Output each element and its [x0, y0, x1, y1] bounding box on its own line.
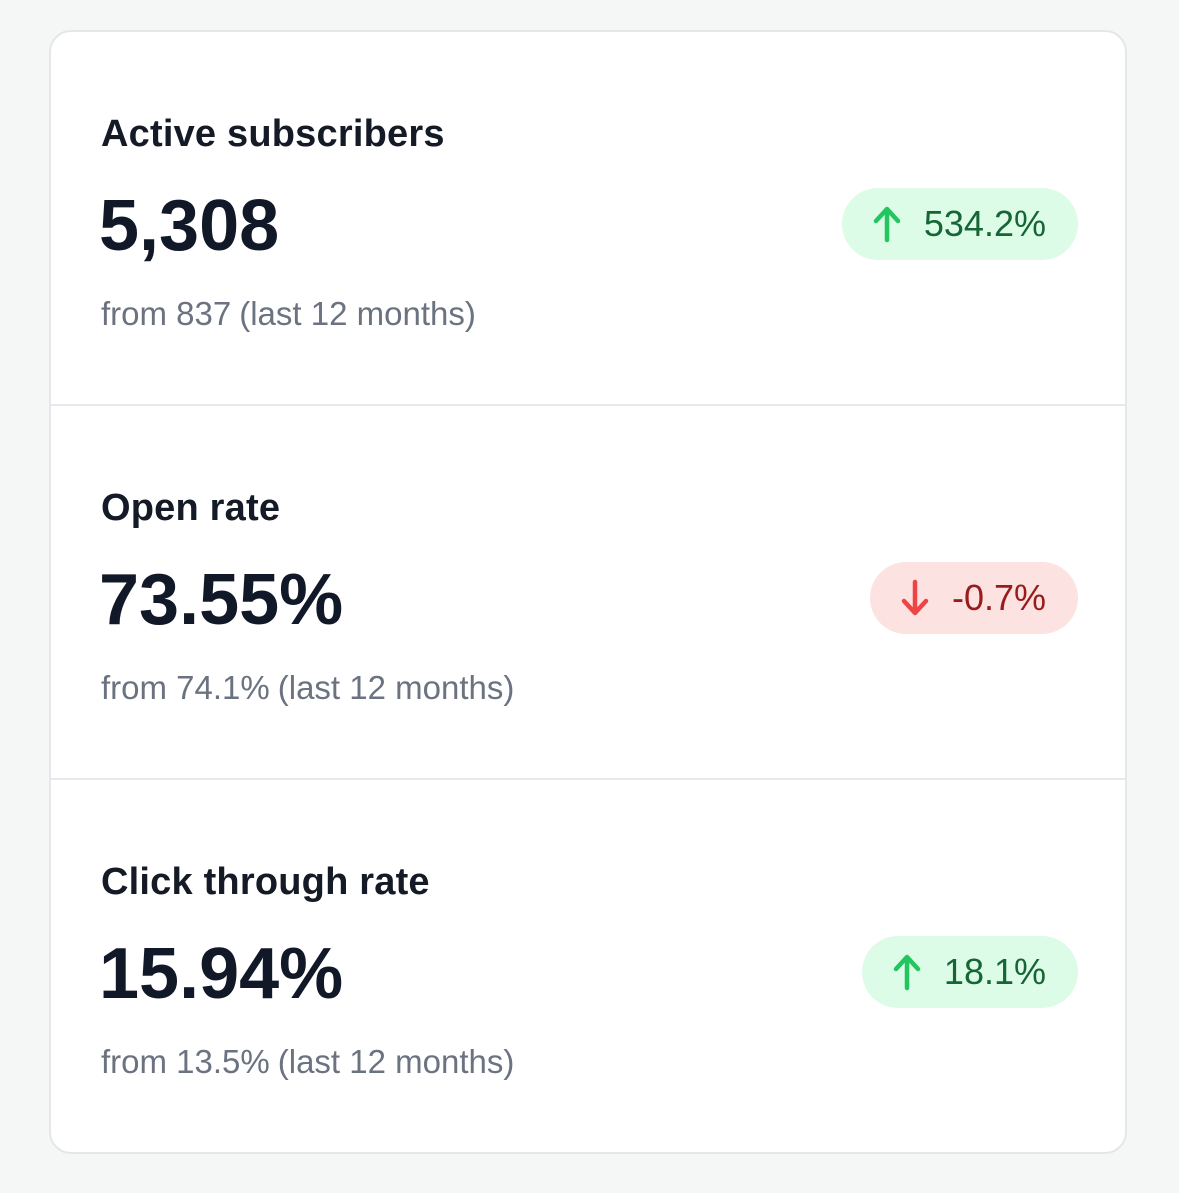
- arrow-up-icon: [892, 952, 922, 992]
- stat-comparison: from 74.1% (last 12 months): [101, 668, 514, 708]
- stat-value: 73.55%: [99, 560, 344, 640]
- stat-label: Active subscribers: [101, 113, 445, 155]
- change-badge: -0.7%: [869, 562, 1078, 634]
- stat-open-rate: Open rate 73.55% from 74.1% (last 12 mont…: [51, 406, 1125, 780]
- stat-period: (last 12 months): [277, 1043, 515, 1080]
- stat-label: Open rate: [101, 487, 281, 529]
- stat-period: (last 12 months): [239, 295, 476, 332]
- change-value: 18.1%: [943, 951, 1046, 992]
- stat-click-through-rate: Click through rate 15.94% from 13.5% (las…: [51, 780, 1125, 1152]
- stat-label: Click through rate: [101, 861, 430, 903]
- change-value: 534.2%: [923, 203, 1046, 244]
- arrow-up-icon: [872, 204, 902, 244]
- change-value: -0.7%: [951, 577, 1046, 618]
- change-badge: 534.2%: [841, 188, 1078, 260]
- stat-active-subscribers: Active subscribers 5,308 from 837 (last 1…: [51, 32, 1125, 406]
- stat-value: 5,308: [99, 186, 280, 266]
- stat-period: (last 12 months): [277, 669, 515, 706]
- stat-value: 15.94%: [99, 934, 344, 1014]
- stat-previous-value: from 837: [101, 295, 232, 332]
- stat-comparison: from 837 (last 12 months): [101, 294, 476, 334]
- arrow-down-icon: [900, 578, 930, 618]
- change-badge: 18.1%: [861, 936, 1078, 1008]
- stat-previous-value: from 74.1%: [101, 669, 270, 706]
- stats-card: Active subscribers 5,308 from 837 (last 1…: [49, 30, 1127, 1154]
- stat-previous-value: from 13.5%: [101, 1043, 270, 1080]
- stat-comparison: from 13.5% (last 12 months): [101, 1042, 514, 1082]
